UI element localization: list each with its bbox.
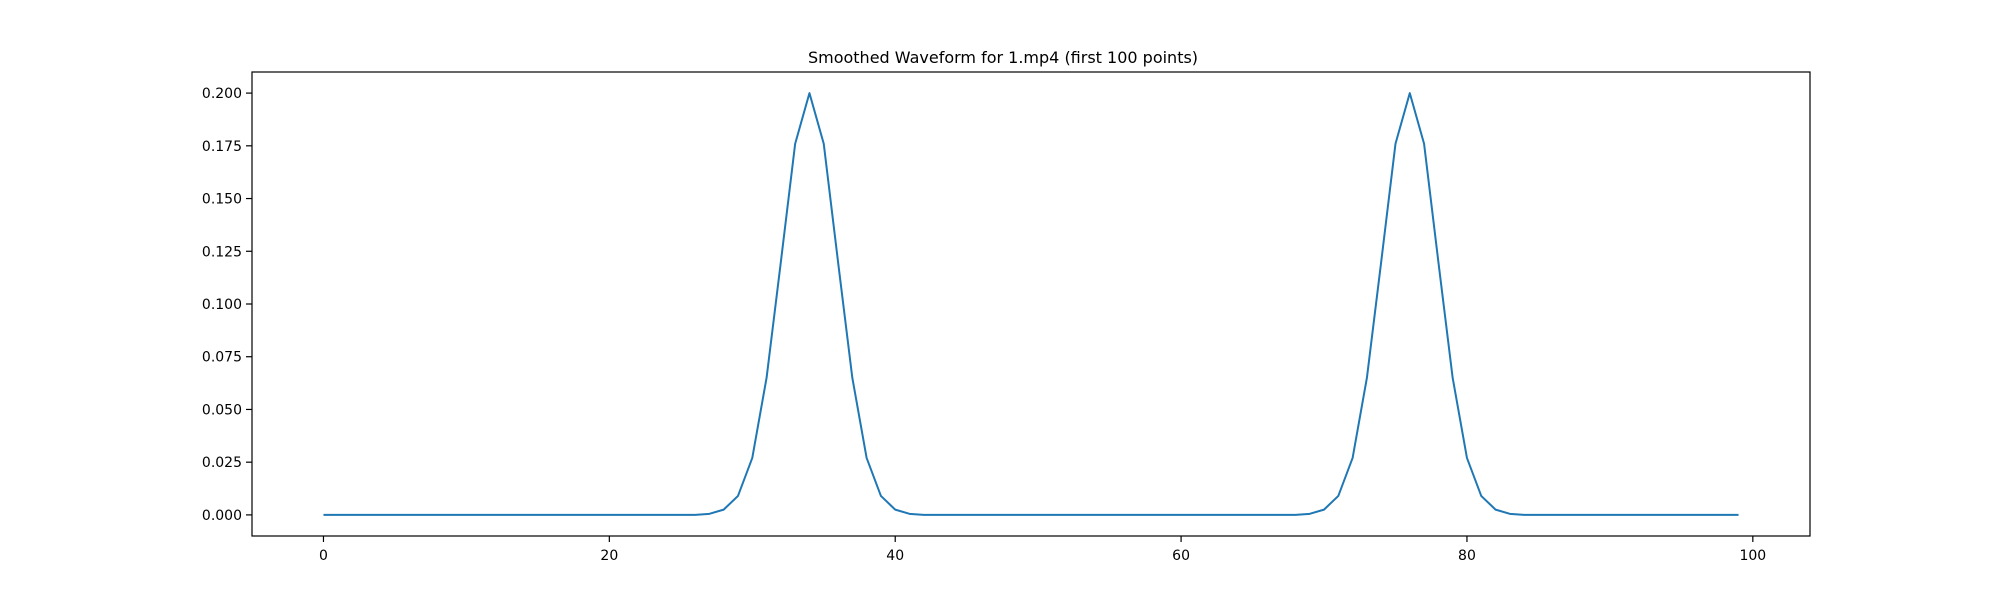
x-tick-label: 100	[1739, 548, 1766, 564]
y-tick-label: 0.100	[202, 297, 242, 313]
x-tick-label: 20	[600, 548, 618, 564]
y-tick-label: 0.025	[202, 455, 242, 471]
y-tick-label: 0.175	[202, 139, 242, 155]
x-tick-label: 60	[1172, 548, 1190, 564]
chart-title: Smoothed Waveform for 1.mp4 (first 100 p…	[808, 48, 1198, 67]
x-tick-label: 0	[319, 548, 328, 564]
x-tick-label: 80	[1458, 548, 1476, 564]
y-tick-label: 0.050	[202, 402, 242, 418]
y-tick-label: 0.075	[202, 350, 242, 366]
y-tick-label: 0.125	[202, 244, 242, 260]
x-axis: 0 20 40 60 80 100	[319, 536, 1766, 564]
plot-frame	[251, 71, 1811, 537]
y-tick-label: 0.200	[202, 86, 242, 102]
y-tick-label: 0.000	[202, 508, 242, 524]
waveform-line	[323, 92, 1739, 516]
x-tick-label: 40	[886, 548, 904, 564]
y-axis: 0.000 0.025 0.050 0.075 0.100 0.125 0.150 0.175…	[202, 86, 252, 524]
y-tick-label: 0.150	[202, 192, 242, 208]
